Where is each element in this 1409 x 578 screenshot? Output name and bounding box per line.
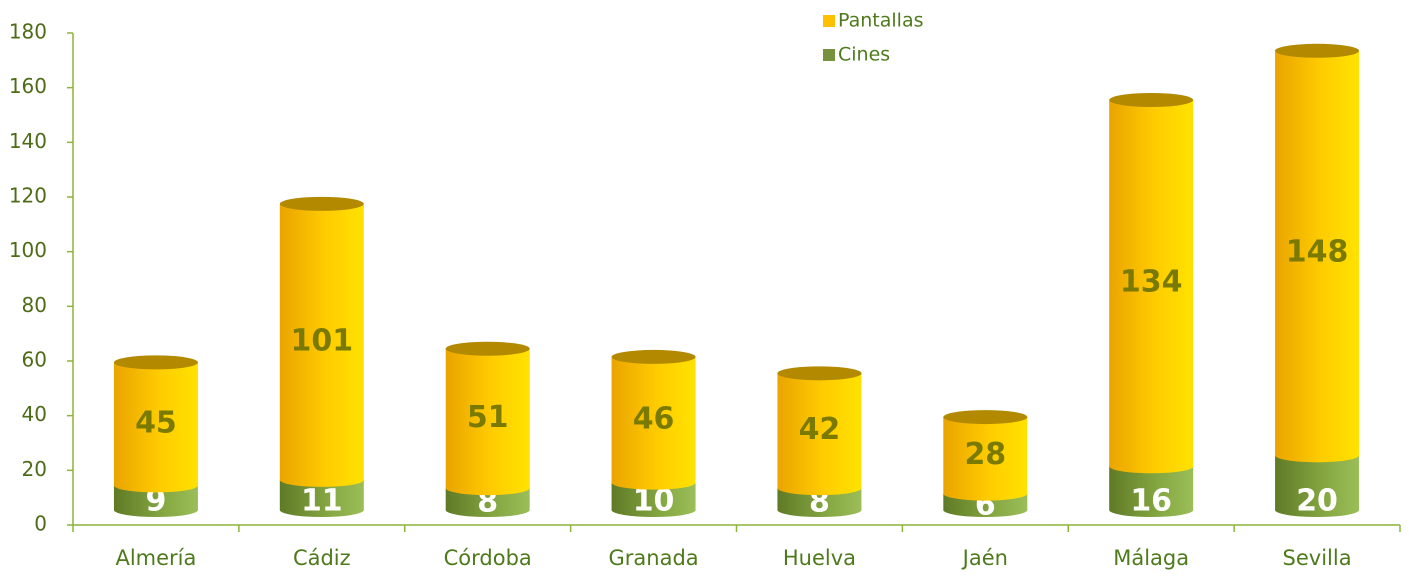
value-label: 16: [1130, 484, 1172, 519]
cylinder: [279, 203, 364, 480]
value-label: 46: [633, 401, 675, 436]
legend-swatch: [823, 49, 835, 61]
cylinder-top: [777, 366, 862, 381]
cylinder: [1275, 455, 1360, 510]
y-tick-label: 120: [9, 184, 47, 208]
legend-swatch: [823, 15, 835, 27]
cylinder-top: [445, 341, 530, 356]
y-tick-label: 180: [9, 20, 47, 44]
legend-label: Pantallas: [838, 10, 923, 32]
value-label: 20: [1296, 484, 1338, 519]
value-label: 28: [964, 437, 1006, 472]
x-tick-label: Granada: [608, 546, 698, 570]
cylinder: [943, 417, 1028, 494]
x-tick-label: Córdoba: [444, 546, 532, 570]
value-label: 148: [1286, 235, 1349, 270]
cylinder-top: [611, 349, 696, 364]
cylinder: [1109, 100, 1194, 467]
x-tick-label: Jaén: [961, 546, 1008, 570]
cylinder: [611, 356, 696, 483]
cylinder-top: [279, 196, 364, 211]
cylinder-top: [1275, 43, 1360, 58]
value-label: 45: [135, 405, 177, 440]
value-label: 101: [291, 323, 354, 358]
value-label: 51: [467, 400, 509, 435]
y-tick-label: 20: [22, 457, 47, 481]
cylinder: [445, 348, 530, 489]
value-label: 42: [799, 412, 841, 447]
y-tick-label: 140: [9, 129, 47, 153]
cylinder-top: [1109, 93, 1194, 107]
cylinder: [1275, 50, 1360, 456]
x-tick-label: Sevilla: [1283, 546, 1352, 570]
x-tick-label: Huelva: [783, 546, 856, 570]
cylinder: [113, 362, 198, 486]
value-label: 11: [301, 484, 343, 519]
y-tick-label: 80: [22, 293, 47, 317]
x-tick-label: Málaga: [1113, 546, 1189, 570]
cylinder: [777, 373, 862, 489]
y-tick-label: 100: [9, 238, 47, 262]
y-tick-label: 40: [22, 402, 47, 426]
y-tick-label: 0: [34, 512, 47, 536]
cylinder: [1109, 466, 1194, 510]
y-tick-label: 60: [22, 348, 47, 372]
cylinder-top: [943, 410, 1028, 425]
x-tick-label: Cádiz: [293, 546, 351, 570]
y-tick-label: 160: [9, 74, 47, 98]
legend-label: Cines: [838, 44, 890, 66]
x-tick-label: Almería: [115, 546, 196, 570]
cylinder-top: [113, 355, 198, 370]
value-label: 134: [1120, 265, 1183, 300]
